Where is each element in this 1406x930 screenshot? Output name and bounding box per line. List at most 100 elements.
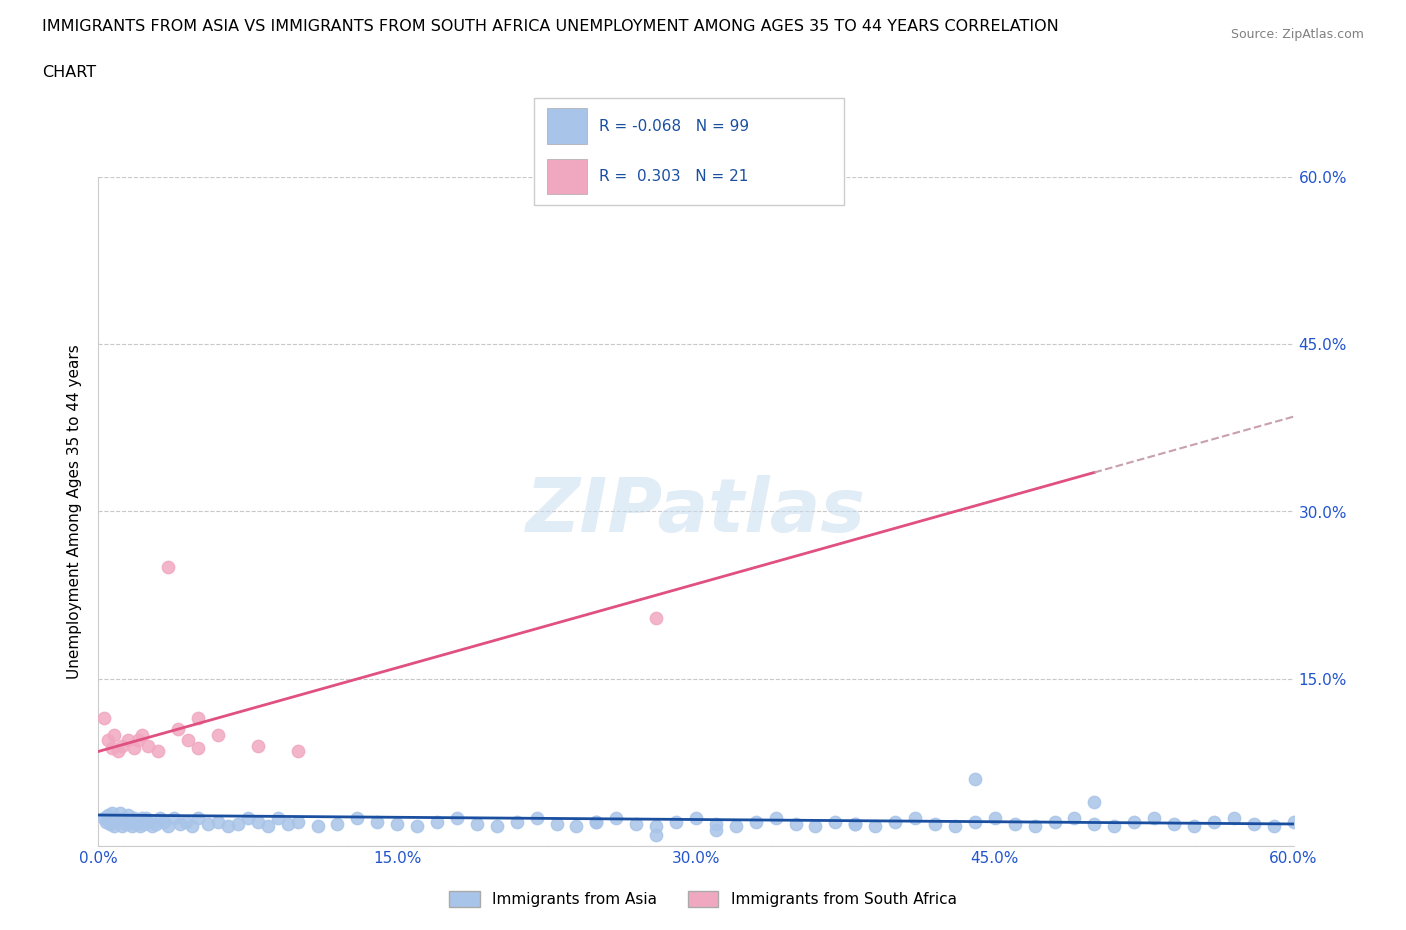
Point [1143, 811, 1166, 826]
Point [904, 811, 927, 826]
Point [177, 733, 200, 748]
Point [217, 818, 239, 833]
Point [924, 817, 946, 831]
Point [100, 817, 122, 831]
Point [187, 811, 209, 826]
Point [148, 744, 170, 759]
Point [207, 815, 229, 830]
Point [645, 828, 668, 843]
Point [187, 740, 209, 755]
Text: ZIPatlas: ZIPatlas [526, 475, 866, 548]
Point [724, 818, 747, 833]
Point [226, 817, 249, 831]
Point [93, 811, 115, 826]
Point [824, 815, 846, 830]
Point [1083, 794, 1105, 809]
Text: CHART: CHART [42, 65, 96, 80]
Point [785, 817, 807, 831]
Point [765, 811, 787, 826]
Point [406, 818, 429, 833]
Point [197, 817, 219, 831]
Point [93, 711, 115, 725]
Point [1263, 818, 1285, 833]
Point [107, 744, 129, 759]
Point [1222, 811, 1246, 826]
Point [207, 727, 229, 742]
Point [96, 815, 118, 830]
Point [141, 818, 163, 833]
Point [127, 733, 149, 748]
Point [111, 818, 134, 833]
Point [120, 815, 142, 830]
Point [267, 811, 290, 826]
Point [884, 815, 907, 830]
Point [426, 815, 449, 830]
Point [585, 815, 607, 830]
Point [136, 815, 159, 830]
Point [127, 815, 149, 830]
Point [167, 722, 190, 737]
Point [1282, 815, 1305, 830]
Point [101, 805, 124, 820]
Point [97, 807, 120, 822]
Point [526, 811, 548, 826]
Point [943, 818, 966, 833]
Text: Source: ZipAtlas.com: Source: ZipAtlas.com [1230, 28, 1364, 41]
Point [366, 815, 388, 830]
Bar [547, 159, 586, 194]
Point [1163, 817, 1185, 831]
Point [129, 818, 152, 833]
Legend: Immigrants from Asia, Immigrants from South Africa: Immigrants from Asia, Immigrants from So… [443, 884, 963, 913]
Point [157, 560, 180, 575]
Point [605, 811, 627, 826]
Point [246, 815, 269, 830]
Point [465, 817, 488, 831]
Point [103, 727, 125, 742]
Point [1123, 815, 1146, 830]
Point [115, 817, 138, 831]
Point [174, 815, 197, 830]
Point [124, 740, 146, 755]
Point [287, 815, 309, 830]
Point [346, 811, 368, 826]
Point [246, 738, 269, 753]
Point [157, 818, 180, 833]
Text: IMMIGRANTS FROM ASIA VS IMMIGRANTS FROM SOUTH AFRICA UNEMPLOYMENT AMONG AGES 35 : IMMIGRANTS FROM ASIA VS IMMIGRANTS FROM … [42, 19, 1059, 33]
Point [804, 818, 827, 833]
Point [565, 818, 588, 833]
Point [307, 818, 329, 833]
Point [103, 818, 125, 833]
Point [117, 733, 139, 748]
Point [97, 733, 120, 748]
Point [110, 805, 132, 820]
Point [135, 811, 157, 826]
Bar [547, 109, 586, 143]
Point [131, 727, 153, 742]
Point [136, 738, 159, 753]
Point [287, 744, 309, 759]
Point [1063, 811, 1085, 826]
Point [181, 818, 204, 833]
Point [105, 811, 128, 826]
Point [385, 817, 409, 831]
Point [121, 818, 143, 833]
Point [745, 815, 768, 830]
Point [645, 610, 668, 625]
Point [187, 711, 209, 725]
Point [665, 815, 688, 830]
Point [963, 772, 986, 787]
Point [163, 811, 186, 826]
Point [844, 817, 866, 831]
Point [1202, 815, 1225, 830]
Point [1004, 817, 1026, 831]
Point [626, 817, 648, 831]
Point [1024, 818, 1046, 833]
Point [1182, 818, 1205, 833]
Point [326, 817, 349, 831]
Point [704, 822, 727, 837]
Point [277, 817, 299, 831]
Point [546, 817, 568, 831]
Point [149, 811, 172, 826]
Text: R =  0.303   N = 21: R = 0.303 N = 21 [599, 168, 748, 184]
Point [1083, 817, 1105, 831]
